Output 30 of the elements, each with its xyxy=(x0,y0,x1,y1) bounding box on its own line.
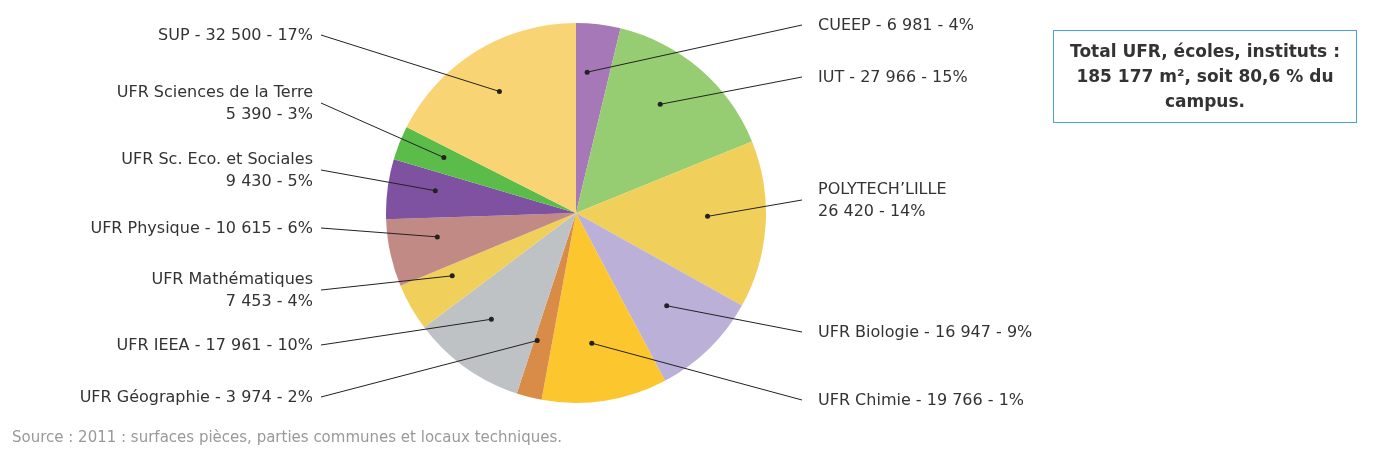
pie-slice xyxy=(516,213,576,400)
data-label: 9 430 - 5% xyxy=(225,171,313,190)
slice-label: UFR Mathématiques xyxy=(151,269,313,288)
pie-slice xyxy=(386,213,576,286)
pie-slice xyxy=(424,213,576,394)
pie-slice xyxy=(576,213,742,381)
pie-slice xyxy=(541,213,666,403)
pie-slice xyxy=(576,23,621,213)
pie-slice xyxy=(386,159,576,220)
slice-label: UFR Chimie - 19 766 - 1% xyxy=(818,390,1025,409)
data-label: 26 420 - 14% xyxy=(818,201,926,220)
slice-label: POLYTECH’LILLE xyxy=(818,179,947,198)
data-label: 7 453 - 4% xyxy=(225,291,313,310)
slice-label: CUEEP - 6 981 - 4% xyxy=(818,15,974,34)
pie-slice xyxy=(576,28,752,213)
source-note: Source : 2011 : surfaces pièces, parties communes et locaux techniques. xyxy=(12,428,563,446)
slice-label: UFR Sciences de la Terre xyxy=(116,82,313,101)
pie-slice xyxy=(576,141,766,306)
slice-label: SUP - 32 500 - 17% xyxy=(158,25,313,44)
pie-slice xyxy=(400,213,576,328)
slice-label: UFR Sc. Eco. et Sociales xyxy=(121,149,313,168)
slice-label: IUT - 27 966 - 15% xyxy=(818,67,968,86)
slice-label: UFR Géographie - 3 974 - 2% xyxy=(79,387,313,406)
pie-slice xyxy=(406,23,576,213)
slice-label: UFR IEEA - 17 961 - 10% xyxy=(116,335,313,354)
slice-label: UFR Physique - 10 615 - 6% xyxy=(90,218,313,237)
data-label: 5 390 - 3% xyxy=(225,104,313,123)
slice-label: UFR Biologie - 16 947 - 9% xyxy=(818,322,1033,341)
text: Total UFR, écoles, instituts : 185 177 m², soit 80,6 % du campus. xyxy=(1053,30,1357,123)
pie-slice xyxy=(393,127,576,213)
